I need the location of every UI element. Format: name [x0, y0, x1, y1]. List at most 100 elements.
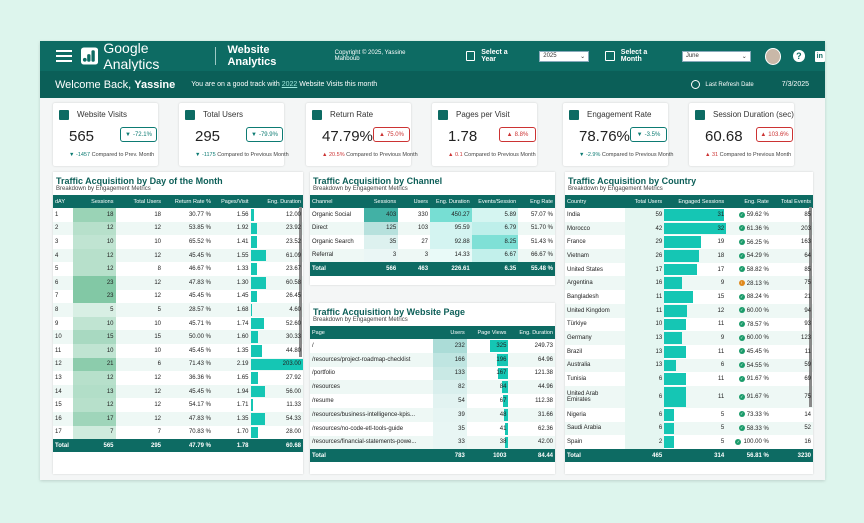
- table-row[interactable]: 15 12 12 54.17 % 1.71 11.33: [53, 398, 303, 412]
- column-header[interactable]: Engaged Sessions: [664, 195, 727, 208]
- table-row[interactable]: United States 17 17 ✓ 58.82 % 85: [565, 262, 813, 277]
- table-row[interactable]: Nigeria 6 5 ✓ 73.33 % 14: [565, 407, 813, 422]
- column-header[interactable]: Channel: [310, 195, 364, 208]
- table-row[interactable]: 6 23 12 47.83 % 1.30 60.58: [53, 275, 303, 290]
- column-header[interactable]: Eng. Duration: [430, 195, 472, 208]
- table-cell: 85: [771, 263, 813, 277]
- cell-value: 125: [386, 225, 397, 232]
- cell-value: 6: [658, 393, 663, 400]
- table-row[interactable]: /resources/project-roadmap-checklist 166 1…: [310, 352, 555, 367]
- welcome-name: Yassine: [134, 78, 176, 91]
- help-icon[interactable]: ?: [793, 50, 805, 62]
- column-header[interactable]: Eng. Rate: [726, 195, 771, 208]
- table-row[interactable]: Vietnam 26 18 ✓ 54.29 % 64: [565, 249, 813, 263]
- table-row[interactable]: 5 12 8 46.67 % 1.33 23.67: [53, 262, 303, 276]
- table-row[interactable]: 3 10 10 65.52 % 1.41 23.52: [53, 235, 303, 249]
- column-header[interactable]: Total Users: [624, 195, 665, 208]
- table-row[interactable]: 14 13 12 45.45 % 1.94 56.00: [53, 384, 303, 399]
- linkedin-icon[interactable]: in: [814, 50, 826, 62]
- cell-value: 12: [154, 225, 161, 232]
- column-header[interactable]: Events/Session: [471, 195, 519, 208]
- table-row[interactable]: /resources/no-code-etl-tools-guide 35 41 62…: [310, 421, 555, 436]
- column-header[interactable]: Sessions: [73, 195, 116, 208]
- column-header[interactable]: Sessions: [363, 195, 399, 208]
- table-row[interactable]: 2 12 12 53.85 % 1.92 23.92: [53, 221, 303, 236]
- table-row[interactable]: /resume 54 67 112.38: [310, 394, 555, 408]
- cell-value: Australia: [567, 362, 591, 369]
- table-row[interactable]: 17 7 7 70.83 % 1.70 28.00: [53, 425, 303, 440]
- table-row[interactable]: /portfolio 133 167 121.38: [310, 366, 555, 381]
- data-bar: [664, 250, 700, 262]
- column-header[interactable]: Total Events: [770, 195, 813, 208]
- table-row[interactable]: Saudi Arabia 6 5 ✓ 58.33 % 52: [565, 421, 813, 436]
- cell-value: 1.30: [236, 279, 249, 286]
- column-header[interactable]: Pages/Visit: [213, 195, 251, 208]
- table-row[interactable]: 4 12 12 45.45 % 1.55 61.09: [53, 248, 303, 263]
- table-cell: ! 28.13 %: [726, 276, 771, 291]
- table-cell: 1: [53, 208, 73, 222]
- column-header[interactable]: Page: [310, 326, 433, 339]
- table-row[interactable]: /resources/financial-statements-powe... 3…: [310, 435, 555, 450]
- table-row[interactable]: United Arab Emirates 6 11 ✓ 91.67 % 75: [565, 385, 813, 408]
- data-bar: [504, 408, 509, 421]
- day-table-scrollbar[interactable]: [299, 207, 302, 357]
- table-row[interactable]: 11 10 10 45.45 % 1.35 44.80: [53, 343, 303, 358]
- table-row[interactable]: Organic Search 35 27 92.88 8.25 51.43 %: [310, 235, 555, 249]
- table-cell: 54.17 %: [163, 398, 213, 412]
- table-row[interactable]: /resources/business-intelligence-kpis...…: [310, 407, 555, 422]
- table-row[interactable]: 16 17 12 47.83 % 1.35 54.33: [53, 411, 303, 426]
- table-row[interactable]: Morocco 42 32 ✓ 61.36 % 203: [565, 221, 813, 236]
- table-row[interactable]: Referral 3 3 14.33 6.67 66.67 %: [310, 248, 555, 262]
- table-row[interactable]: 7 23 12 45.45 % 1.45 26.45: [53, 289, 303, 304]
- cell-value: 53.85 %: [188, 225, 211, 232]
- table-cell: 6: [115, 357, 163, 372]
- table-cell: 70.83 %: [163, 426, 213, 440]
- table-row[interactable]: Brazil 13 11 ✓ 45.45 % 11: [565, 344, 813, 359]
- column-header[interactable]: Eng. Duration: [508, 326, 555, 339]
- table-row[interactable]: 10 15 15 50.00 % 1.60 30.33: [53, 330, 303, 344]
- column-header[interactable]: Country: [565, 195, 625, 208]
- total-cell: 1003: [466, 449, 509, 463]
- cell-value: 12: [154, 374, 161, 381]
- year-select[interactable]: 2025 ⌄: [539, 50, 590, 62]
- table-row[interactable]: /resources 82 84 44.96: [310, 380, 555, 395]
- column-header[interactable]: Return Rate %: [163, 195, 213, 208]
- column-header[interactable]: Page Views: [466, 326, 509, 339]
- table-cell: ✓ 45.45 %: [726, 345, 771, 359]
- column-header[interactable]: Eng Rate: [518, 195, 555, 208]
- cell-value: 9: [720, 280, 725, 287]
- table-row[interactable]: Türkiye 10 11 ✓ 78.57 % 93: [565, 317, 813, 332]
- table-row[interactable]: Australia 13 6 ✓ 54.55 % 59: [565, 358, 813, 373]
- table-row[interactable]: United Kingdom 11 12 ✓ 60.00 % 94: [565, 303, 813, 318]
- table-row[interactable]: / 232 325 249.73: [310, 339, 555, 353]
- table-row[interactable]: 13 12 12 36.36 % 1.65 27.92: [53, 371, 303, 385]
- welcome-text: Welcome Back, Yassine: [55, 79, 175, 91]
- menu-icon[interactable]: [56, 50, 72, 62]
- cell-value: 1.60: [236, 334, 249, 341]
- column-header[interactable]: dAY: [53, 195, 73, 208]
- table-row[interactable]: India 59 31 ✓ 59.62 % 85: [565, 208, 813, 222]
- column-header[interactable]: Total Users: [115, 195, 163, 208]
- country-table-scrollbar[interactable]: [809, 207, 812, 407]
- column-header[interactable]: Users: [398, 195, 431, 208]
- table-cell: 2.19: [213, 357, 251, 372]
- cell-value: 325: [496, 342, 507, 349]
- table-row[interactable]: Spain 2 5 ✓ 100.00 % 16: [565, 435, 813, 449]
- table-row[interactable]: France 29 19 ✓ 56.25 % 163: [565, 235, 813, 250]
- column-header[interactable]: Users: [432, 326, 467, 339]
- cell-value: 30.33: [285, 334, 301, 341]
- table-row[interactable]: 9 10 10 45.71 % 1.74 52.60: [53, 316, 303, 331]
- table-row[interactable]: 8 5 5 28.57 % 1.68 4.60: [53, 303, 303, 317]
- table-row[interactable]: Tunisia 6 11 ✓ 91.67 % 69: [565, 372, 813, 386]
- table-cell: /resources/no-code-etl-tools-guide: [310, 422, 433, 436]
- avatar[interactable]: [764, 47, 782, 65]
- table-row[interactable]: Organic Social 403 330 450.27 5.89 57.07 %: [310, 208, 555, 222]
- table-row[interactable]: 12 21 6 71.43 % 2.19 203.00: [53, 357, 303, 372]
- month-select[interactable]: June ⌄: [681, 50, 751, 62]
- table-row[interactable]: Argentina 16 9! 28.13 % 75: [565, 276, 813, 291]
- column-header[interactable]: Eng. Duration: [250, 195, 303, 208]
- table-row[interactable]: Bangladesh 11 15 ✓ 88.24 % 21: [565, 290, 813, 304]
- table-row[interactable]: Germany 13 9 ✓ 60.00 % 123: [565, 331, 813, 345]
- table-row[interactable]: Direct 125 103 95.59 6.79 51.70 %: [310, 221, 555, 235]
- table-row[interactable]: 1 18 18 30.77 % 1.56 12.00: [53, 208, 303, 222]
